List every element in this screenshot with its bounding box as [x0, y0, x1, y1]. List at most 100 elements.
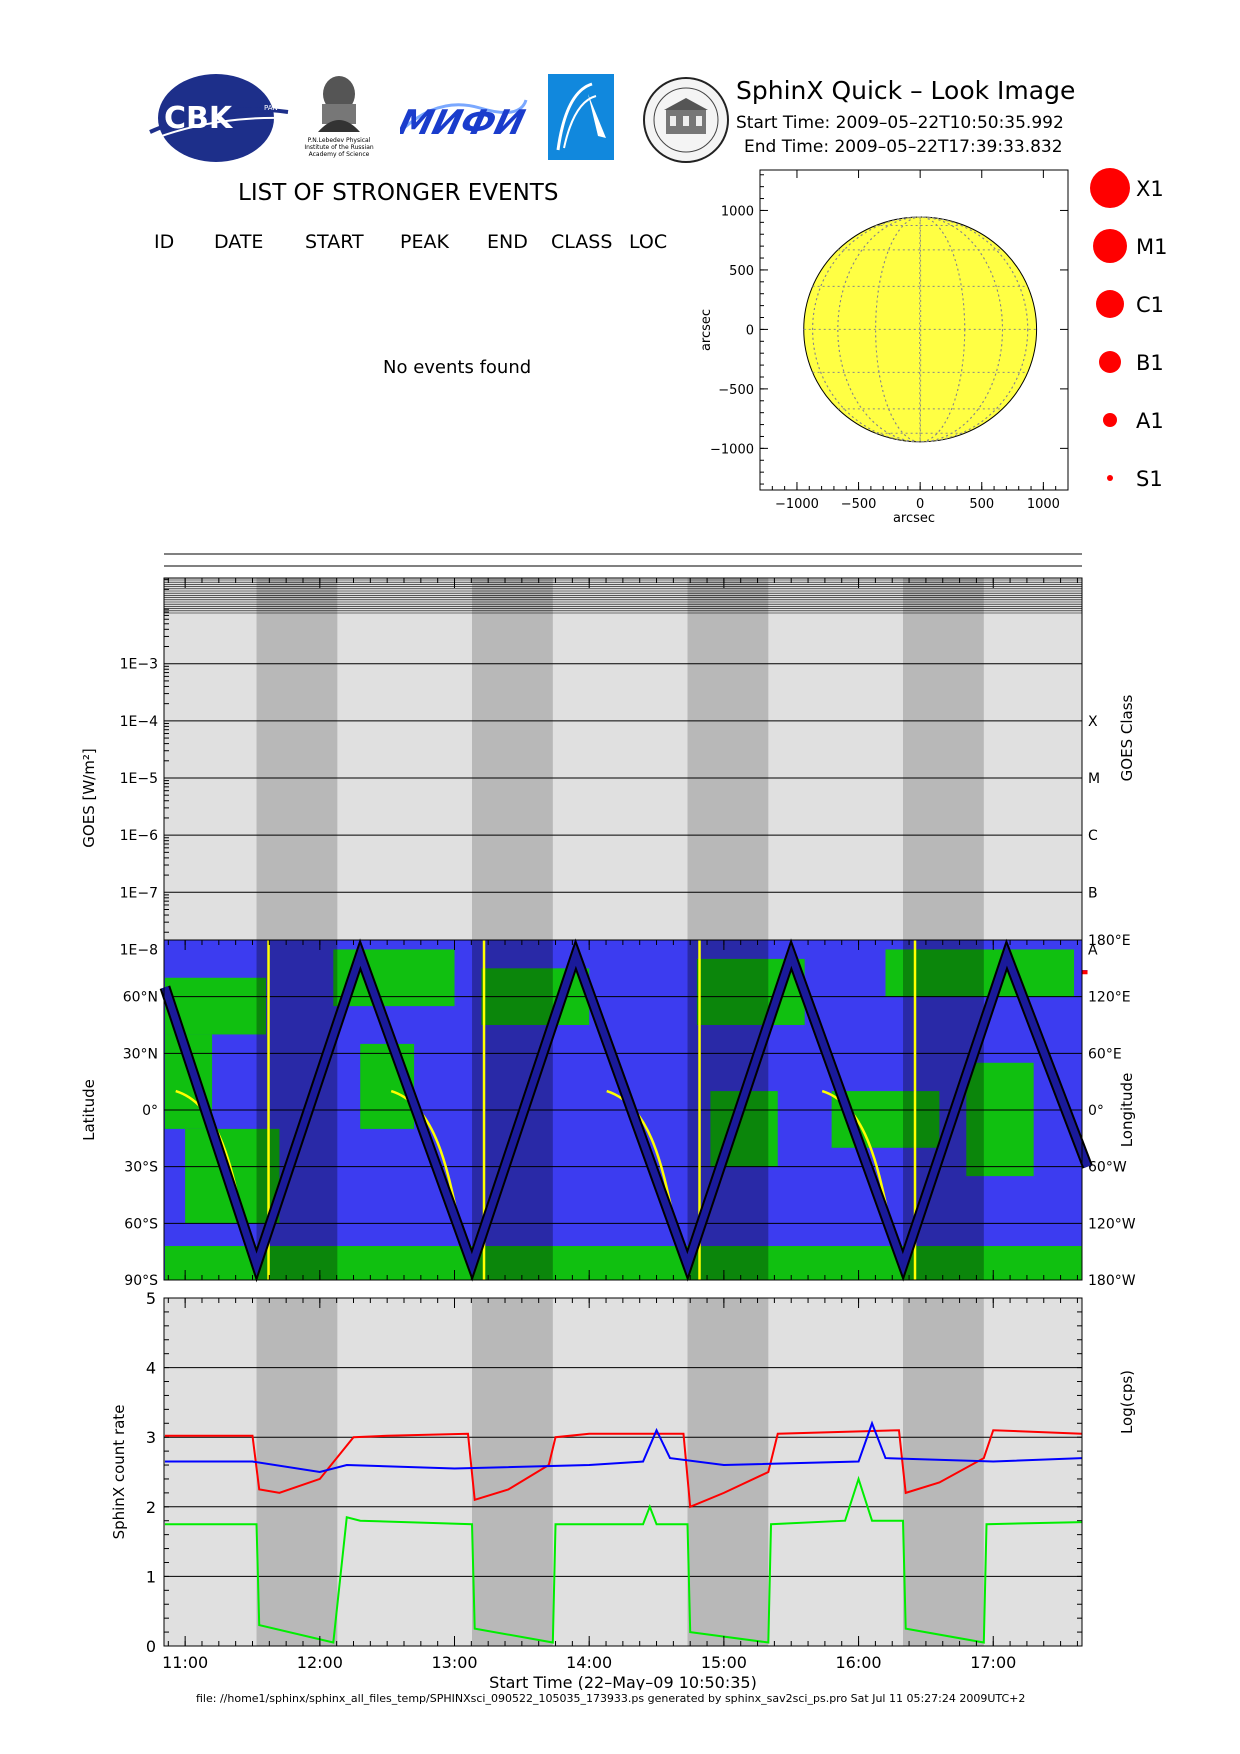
legend-marker-a1 — [1103, 413, 1117, 427]
goes-y-tick-label: 1E−6 — [120, 828, 158, 844]
lebedev-portrait-logo: P.N.Lebedev Physical Institute of the Ru… — [304, 76, 374, 158]
orbit-land-patch — [966, 1062, 1034, 1177]
cbk-logo-subtext: PAN — [264, 104, 278, 112]
counts-y-tick-label: 2 — [146, 1498, 156, 1517]
disk-x-tick-label: 0 — [916, 497, 924, 512]
legend-marker-s1 — [1107, 475, 1113, 481]
miphi-logo: МИФИ — [400, 99, 529, 143]
disk-y-tick-label: −500 — [718, 383, 754, 398]
events-column-date: DATE — [214, 231, 264, 253]
orbit-y-tick-label: 30°S — [124, 1160, 158, 1176]
goes-y-tick-label: 1E−7 — [120, 885, 158, 901]
counts-x-tick-label: 14:00 — [566, 1653, 612, 1672]
legend-marker-m1 — [1093, 229, 1127, 263]
orbit-y-tick-label: 60°N — [123, 990, 158, 1006]
legend-label-s1: S1 — [1136, 467, 1163, 491]
end-time: End Time: 2009–05–22T17:39:33.832 — [744, 137, 1063, 157]
separator-lines — [164, 553, 1082, 567]
events-column-start: START — [305, 231, 364, 253]
comet-logo — [548, 74, 614, 160]
legend-label-c1: C1 — [1136, 293, 1164, 317]
counts-y-tick-label: 0 — [146, 1637, 156, 1656]
counts-y-axis-label: SphinX count rate — [110, 1405, 128, 1540]
goes-y-tick-label: 1E−4 — [120, 714, 158, 730]
solar-disk-chart: −1000 −500 0 500 1000 −1000 −500 0 500 1000 arcsec… — [699, 169, 1069, 526]
legend-label-b1: B1 — [1136, 351, 1164, 375]
counts-y-tick-label: 4 — [146, 1359, 156, 1378]
counts-shadow-band — [903, 1298, 984, 1646]
goes-class-label-b: B — [1088, 885, 1098, 901]
orbit-land-patch — [164, 1246, 1083, 1280]
goes-class-label-c: C — [1088, 828, 1098, 844]
counts-series-red — [164, 1429, 1083, 1509]
events-column-end: END — [487, 231, 528, 253]
counts-x-tick-label: 17:00 — [970, 1653, 1016, 1672]
disk-x-axis-label: arcsec — [893, 511, 935, 526]
orbit-y2-tick-label: 120°E — [1088, 990, 1131, 1006]
counts-series-green — [164, 1475, 1083, 1644]
legend-label-a1: A1 — [1136, 409, 1164, 433]
events-column-class: CLASS — [551, 231, 613, 253]
disk-y-tick-label: 1000 — [721, 204, 754, 219]
events-column-id: ID — [154, 231, 175, 253]
goes-class-label-m: M — [1088, 771, 1100, 787]
goes-class-label-x: X — [1088, 714, 1098, 730]
disk-longitude-line — [919, 216, 922, 443]
orbit-y2-tick-label: 0° — [1088, 1103, 1104, 1119]
orbit-y2-tick-label: 180°W — [1088, 1273, 1136, 1289]
events-list-title: LIST OF STRONGER EVENTS — [238, 180, 559, 206]
goes-y-tick-label: 1E−3 — [120, 657, 158, 673]
disk-longitude-line — [812, 216, 1029, 443]
no-events-message: No events found — [383, 357, 532, 378]
orbit-y2-tick-label: 60°E — [1088, 1046, 1122, 1062]
disk-x-tick-label: −500 — [841, 497, 877, 512]
orbit-latitude-track — [161, 944, 1091, 1276]
orbit-land-patch — [885, 949, 1075, 997]
counts-x-tick-label: 16:00 — [836, 1653, 882, 1672]
events-column-loc: LOC — [629, 231, 668, 253]
disk-plot-frame — [759, 169, 1069, 491]
disk-y-axis-label: arcsec — [699, 309, 714, 351]
lebedev-logo-caption: P.N.Lebedev Physical — [308, 137, 371, 144]
orbit-y-tick-label: 30°N — [123, 1046, 158, 1062]
orbit-frame — [163, 939, 1083, 1281]
counts-shadow-band — [687, 1298, 769, 1646]
legend-marker-b1 — [1099, 351, 1121, 373]
counts-x-axis-label: Start Time (22–May–09 10:50:35) — [489, 1673, 757, 1690]
disk-longitude-line — [837, 216, 1003, 443]
counts-x-tick-label: 11:00 — [162, 1653, 208, 1672]
orbit-y2-tick-label: 120°W — [1088, 1216, 1136, 1232]
orbit-y-tick-label: 0° — [142, 1103, 158, 1119]
observatory-seal-logo — [643, 77, 729, 163]
legend-marker-x1 — [1090, 168, 1130, 208]
orbit-y2-tick-label: 180°E — [1088, 933, 1131, 949]
counts-y-tick-label: 3 — [146, 1428, 156, 1447]
file-footer: file: //home1/sphinx/sphinx_all_files_te… — [196, 1692, 1026, 1705]
counts-shadow-band — [472, 1298, 553, 1646]
disk-y-tick-label: 500 — [729, 264, 754, 279]
disk-x-tick-label: 1000 — [1027, 497, 1060, 512]
page-title: SphinX Quick – Look Image — [736, 76, 1076, 105]
counts-y-tick-label: 1 — [146, 1567, 156, 1586]
orbit-y-tick-label: 90°S — [124, 1273, 158, 1289]
legend-label-m1: M1 — [1136, 235, 1167, 259]
counts-series-blue — [164, 1420, 1083, 1474]
orbit-y2-tick-label: 60°W — [1088, 1160, 1127, 1176]
time-series-panels: 1E−3 1E−4 1E−5 1E−6 1E−7 1E−8 X M C B A GOES [W/m²]… — [80, 577, 1136, 1690]
goes-y-tick-label: 1E−5 — [120, 771, 158, 787]
legend-label-x1: X1 — [1136, 177, 1164, 201]
counts-x-tick-label: 13:00 — [431, 1653, 477, 1672]
disk-y-tick-label: 0 — [746, 323, 754, 338]
counts-x-tick-label: 15:00 — [701, 1653, 747, 1672]
legend-marker-c1 — [1096, 290, 1124, 318]
svg-text:Academy of Science: Academy of Science — [309, 151, 370, 158]
cbk-logo: CBK PAN — [149, 74, 289, 162]
cbk-logo-text: CBK — [164, 101, 234, 136]
counts-y2-axis-label: Log(cps) — [1118, 1370, 1136, 1434]
miphi-logo-text: МИФИ — [400, 103, 529, 142]
goes-class-label-a: A — [1088, 942, 1098, 958]
orbit-y2-axis-label: Longitude — [1118, 1073, 1136, 1148]
disk-y-tick-label: −1000 — [710, 442, 754, 457]
svg-text:Institute of the Russian: Institute of the Russian — [304, 144, 374, 151]
counts-x-tick-label: 12:00 — [297, 1653, 343, 1672]
